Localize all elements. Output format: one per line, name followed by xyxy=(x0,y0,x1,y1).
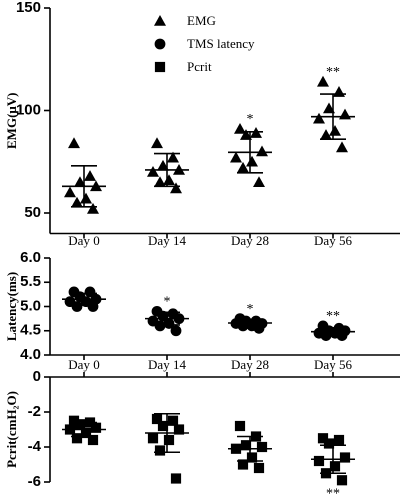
marker-triangle xyxy=(333,86,345,97)
significance: ** xyxy=(326,309,340,324)
marker-square xyxy=(74,419,86,430)
significance: ** xyxy=(326,486,340,500)
marker-square xyxy=(234,420,246,432)
marker-triangle xyxy=(163,174,175,185)
marker-triangle xyxy=(339,108,351,120)
marker-square xyxy=(336,475,348,486)
x-tick-label: Day 14 xyxy=(148,357,186,372)
marker-square xyxy=(317,433,329,444)
marker-circle xyxy=(87,301,99,312)
marker-square xyxy=(256,441,268,453)
marker-circle xyxy=(170,325,182,337)
marker-square xyxy=(173,424,185,435)
y-axis-label: Latency(ms) xyxy=(4,272,19,341)
marker-triangle xyxy=(246,155,258,167)
marker-triangle xyxy=(320,129,332,140)
significance: * xyxy=(247,302,254,317)
marker-triangle xyxy=(256,145,268,157)
marker-square xyxy=(333,434,345,446)
marker-square xyxy=(339,452,351,463)
legend-label: EMG xyxy=(187,13,216,28)
legend-label: Pcrit xyxy=(187,59,212,74)
y-tick-label: 100 xyxy=(16,101,41,118)
marker-square xyxy=(157,420,169,432)
marker-square xyxy=(80,427,92,439)
marker-square xyxy=(90,422,102,433)
x-tick-label: Day 28 xyxy=(231,357,269,372)
x-tick-label: Day 0 xyxy=(68,357,99,372)
marker-triangle xyxy=(323,102,335,114)
marker-square xyxy=(163,434,175,446)
marker-triangle xyxy=(336,141,348,153)
marker-triangle xyxy=(170,182,182,194)
marker-triangle xyxy=(80,192,92,204)
y-tick-label: 5.0 xyxy=(20,297,41,314)
significance: * xyxy=(247,112,254,127)
y-tick-label: 150 xyxy=(16,0,41,16)
y-axis-label: EMG(μV) xyxy=(4,93,19,149)
marker-triangle xyxy=(230,151,242,163)
marker-triangle xyxy=(68,137,80,149)
significance: ** xyxy=(326,65,340,80)
x-tick-label: Day 28 xyxy=(231,233,269,248)
marker-triangle xyxy=(240,129,252,140)
marker-triangle xyxy=(147,166,159,177)
legend-marker xyxy=(154,38,166,50)
marker-circle xyxy=(253,322,265,334)
marker-triangle xyxy=(87,202,99,214)
marker-triangle xyxy=(329,125,341,136)
marker-square xyxy=(246,452,258,463)
marker-triangle xyxy=(167,151,179,163)
marker-square xyxy=(329,461,341,472)
marker-circle xyxy=(71,301,83,312)
marker-square xyxy=(154,445,166,456)
marker-triangle xyxy=(84,170,96,181)
x-tick-label: Day 56 xyxy=(314,233,352,248)
marker-square xyxy=(170,473,182,484)
marker-square xyxy=(240,440,252,451)
marker-triangle xyxy=(237,161,249,173)
y-tick-label: 5.5 xyxy=(20,273,41,290)
marker-triangle xyxy=(64,186,76,198)
marker-square xyxy=(323,438,335,449)
marker-square xyxy=(71,433,83,444)
legend-label: TMS latency xyxy=(187,36,255,51)
y-axis-label: Pcrit(cmH₂O) xyxy=(4,391,19,468)
marker-triangle xyxy=(313,112,325,124)
marker-square xyxy=(237,459,249,470)
marker-triangle xyxy=(157,159,169,171)
y-tick-label: 50 xyxy=(24,204,41,221)
y-tick-label: -2 xyxy=(28,403,41,420)
marker-square xyxy=(147,433,159,444)
y-tick-label: 4.5 xyxy=(20,322,41,339)
legend-marker xyxy=(154,61,166,73)
marker-circle xyxy=(154,320,166,332)
x-tick-label: Day 0 xyxy=(68,233,99,248)
marker-square xyxy=(68,415,80,426)
significance: * xyxy=(164,295,171,310)
marker-square xyxy=(87,434,99,446)
y-tick-label: -6 xyxy=(28,473,41,490)
x-tick-label: Day 56 xyxy=(314,357,352,372)
marker-triangle xyxy=(317,75,329,87)
marker-square xyxy=(151,413,163,425)
marker-square xyxy=(313,455,325,467)
legend-marker xyxy=(154,15,166,26)
x-tick-label: Day 14 xyxy=(148,233,186,248)
marker-circle xyxy=(84,286,96,298)
y-tick-label: 6.0 xyxy=(20,249,41,266)
y-tick-label: 4.0 xyxy=(20,346,41,363)
marker-square xyxy=(253,462,265,474)
y-tick-label: 0 xyxy=(33,368,41,385)
marker-triangle xyxy=(71,196,83,208)
marker-triangle xyxy=(151,137,163,149)
marker-triangle xyxy=(74,176,86,188)
marker-triangle xyxy=(253,176,265,188)
marker-square xyxy=(167,415,179,426)
marker-triangle xyxy=(154,176,166,188)
y-tick-label: -4 xyxy=(28,438,42,455)
